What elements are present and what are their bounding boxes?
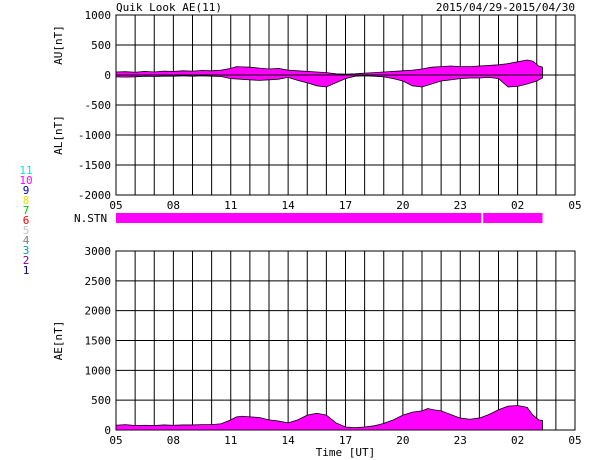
station-legend-level: 4 [23, 234, 30, 247]
au-al-x-tick-label: 05 [109, 199, 122, 212]
station-legend-level: 11 [19, 164, 32, 177]
au-al-frame [115, 14, 576, 196]
ae-axis-label: AE[nT] [52, 321, 65, 361]
ae-y-tick-label: 1500 [85, 335, 112, 348]
au-al-x-tick-label: 14 [282, 199, 296, 212]
al-axis-label: AL[nT] [52, 115, 65, 155]
date-range: 2015/04/29-2015/04/30 [436, 1, 575, 14]
ae-y-tick-label: 500 [91, 394, 111, 407]
au-al-x-tick-label: 11 [224, 199, 237, 212]
ae-y-tick-label: 2000 [85, 305, 112, 318]
ae-y-tick-label: 3000 [85, 245, 112, 258]
au-al-x-tick-label: 17 [339, 199, 352, 212]
au-al-y-tick-label: 500 [91, 39, 111, 52]
ae-x-tick-label: 14 [282, 434, 296, 447]
au-al-y-tick-label: 0 [104, 69, 111, 82]
au-al-x-tick-label: 02 [511, 199, 524, 212]
au-al-x-tick-label: 05 [568, 199, 581, 212]
al-area [115, 74, 543, 88]
ae-x-tick-label: 17 [339, 434, 352, 447]
ae-x-tick-label: 20 [396, 434, 409, 447]
ae-y-tick-label: 0 [104, 424, 111, 437]
station-legend-level: 6 [23, 214, 30, 227]
au-al-y-tick-label: -1500 [78, 159, 111, 172]
station-legend-level: 8 [23, 194, 30, 207]
chart-title: Quik Look AE(11) [116, 1, 222, 14]
ae-area [115, 405, 543, 431]
station-legend-level: 3 [23, 244, 30, 257]
ae-x-tick-label: 05 [568, 434, 581, 447]
station-count-segment [116, 213, 482, 223]
au-axis-label: AU[nT] [52, 25, 65, 65]
n-stn-label: N.STN [74, 212, 107, 225]
station-legend-level: 7 [23, 204, 30, 217]
ae-x-tick-label: 05 [109, 434, 122, 447]
au-al-y-tick-label: -1000 [78, 129, 111, 142]
au-al-y-tick-label: -2000 [78, 189, 111, 202]
station-count-segment [483, 213, 543, 223]
au-al-x-tick-label: 08 [167, 199, 180, 212]
au-al-x-tick-label: 20 [396, 199, 409, 212]
au-al-y-tick-label: -500 [85, 99, 112, 112]
station-legend-level: 1 [23, 264, 30, 277]
station-legend-level: 9 [23, 184, 30, 197]
ae-y-tick-label: 1000 [85, 364, 112, 377]
station-count-panel: N.STN [74, 212, 543, 225]
x-axis-label: Time [UT] [316, 446, 376, 459]
au-area [115, 59, 543, 76]
station-legend-level: 2 [23, 254, 30, 267]
station-legend-level: 5 [23, 224, 30, 237]
ae-x-tick-label: 11 [224, 434, 237, 447]
au-al-y-tick-label: 1000 [85, 9, 112, 22]
ae-x-tick-label: 08 [167, 434, 180, 447]
ae-x-tick-label: 23 [454, 434, 467, 447]
ae-x-tick-label: 02 [511, 434, 524, 447]
station-legend-level: 10 [19, 174, 32, 187]
au-al-x-tick-label: 23 [454, 199, 467, 212]
ae-y-tick-label: 2500 [85, 275, 112, 288]
